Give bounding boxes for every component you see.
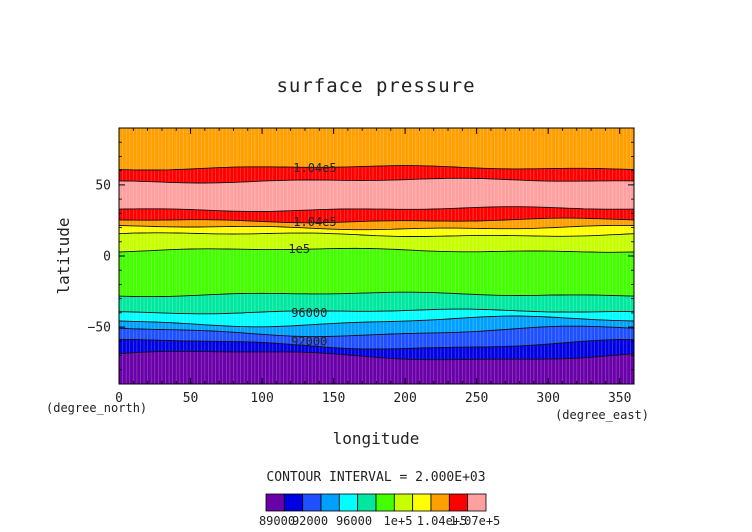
x-tick-label: 350 (608, 391, 631, 406)
x-tick-label: 100 (250, 391, 273, 406)
contour-line (119, 232, 634, 237)
y-tick-label: 50 (95, 178, 111, 193)
colorbar-label: 1e+5 (384, 514, 413, 528)
chart-title: surface pressure (276, 75, 475, 97)
colorbar-swatch (302, 493, 322, 512)
x-tick-label: 200 (393, 391, 416, 406)
contour-labels: 1.04e5 1.04e5 1e5 96000 92000 (288, 161, 336, 349)
colorbar-swatch (448, 493, 469, 512)
contour-band (119, 232, 634, 253)
colorbar-label: 96000 (336, 514, 372, 528)
y-tick-label: 0 (103, 250, 111, 265)
colorbar-swatch (412, 493, 432, 512)
colorbar-label: 89000 (259, 514, 295, 528)
colorbar-swatch (375, 493, 395, 512)
contour-band (119, 248, 634, 297)
colorbar-label: 1.04e+5 (417, 514, 468, 528)
colorbar-swatch (393, 493, 414, 512)
contour-line (119, 206, 634, 212)
y-axis-unit: (degree_north) (46, 401, 147, 415)
contour-label: 1e5 (288, 242, 310, 256)
colorbar-label: 1.07e+5 (450, 514, 501, 528)
x-axis-ticks: 0 50 100 150 200 250 300 350 (115, 128, 631, 406)
y-axis-ticks: 50 0 −50 (88, 141, 634, 371)
contour-line (119, 325, 634, 338)
contour-line (119, 291, 634, 298)
contour-label: 1.04e5 (293, 161, 336, 175)
contour-label: 96000 (291, 306, 327, 320)
colorbar-swatch (357, 493, 377, 512)
x-axis-title: longitude (333, 429, 420, 448)
contour-line (119, 350, 634, 361)
contour-band (119, 128, 634, 170)
contour-interval-text: CONTOUR INTERVAL = 2.000E+03 (266, 470, 485, 485)
colorbar-swatch (265, 493, 285, 512)
colorbar-swatch (430, 493, 450, 512)
x-tick-label: 150 (322, 391, 345, 406)
y-tick-label: −50 (88, 321, 111, 336)
contour-band (119, 165, 634, 183)
colorbar-swatch (338, 493, 359, 512)
contour-line (119, 177, 634, 184)
contour-line (119, 338, 634, 350)
contour-band (119, 339, 634, 360)
colorbar-swatch (283, 493, 304, 512)
x-tick-label: 250 (465, 391, 488, 406)
contour-band (119, 292, 634, 314)
contour-line (119, 315, 634, 328)
contour-line (119, 217, 634, 224)
colorbar-label: 92000 (292, 514, 328, 528)
contour-line (119, 224, 634, 231)
contour-band (119, 309, 634, 327)
x-tick-label: 300 (536, 391, 559, 406)
contour-line (119, 308, 634, 315)
contour-label: 92000 (291, 334, 327, 348)
colorbar-swatch (467, 493, 487, 512)
contour-band (119, 316, 634, 337)
x-tick-label: 0 (115, 391, 123, 406)
x-axis-unit: (degree_east) (555, 408, 649, 422)
contour-band (119, 326, 634, 349)
colorbar-swatch (320, 493, 340, 512)
y-axis-title: latitude (54, 217, 73, 294)
contour-lines (119, 165, 634, 361)
contour-band (119, 206, 634, 223)
colorbar-legend (265, 493, 487, 512)
contour-line (119, 247, 634, 253)
contour-band (119, 178, 634, 212)
x-tick-label: 50 (183, 391, 199, 406)
contour-bands (119, 128, 634, 384)
contour-line (119, 165, 634, 171)
contour-label: 1.04e5 (293, 215, 336, 229)
